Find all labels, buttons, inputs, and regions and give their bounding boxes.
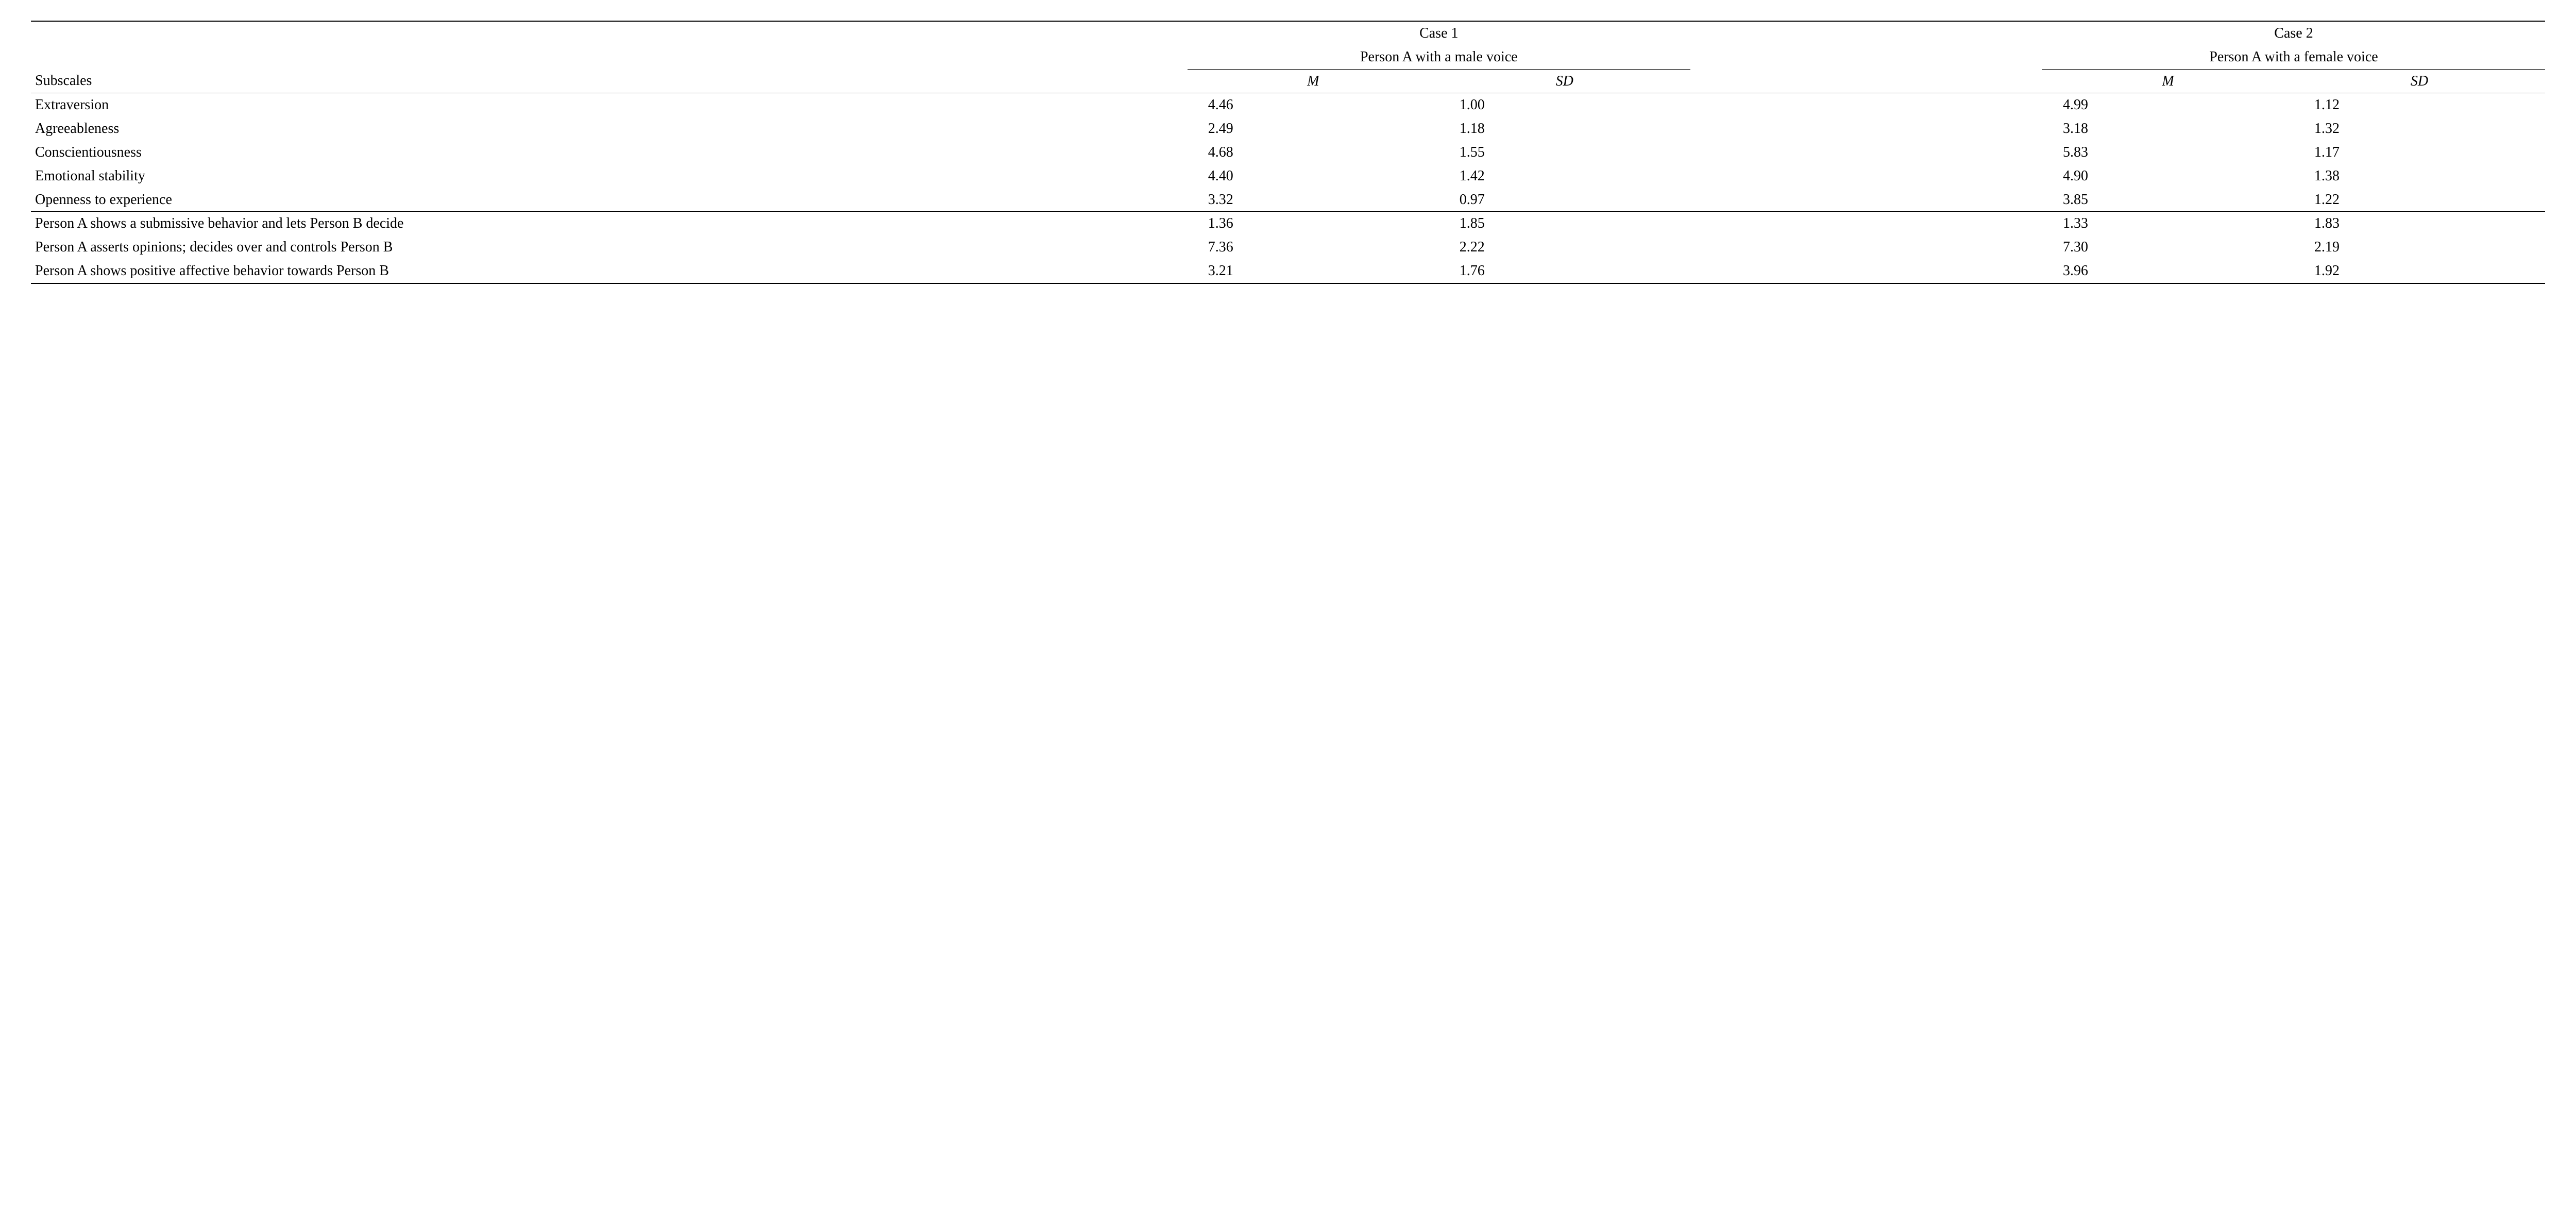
cell-value: 0.97: [1439, 188, 1690, 212]
cell-value: 1.55: [1439, 141, 1690, 164]
cell-value: 1.33: [2042, 212, 2294, 235]
table-row: Conscientiousness 4.68 1.55 5.83 1.17: [31, 141, 2545, 164]
stat-header-row: Subscales M SD M SD: [31, 69, 2545, 93]
table-row: Emotional stability 4.40 1.42 4.90 1.38: [31, 164, 2545, 188]
cell-value: 1.17: [2294, 141, 2545, 164]
table-row: Person A shows a submissive behavior and…: [31, 212, 2545, 235]
group2-sd-label: SD: [2294, 69, 2545, 93]
group1-title-line1: Case 1: [1188, 22, 1690, 45]
cell-value: 1.00: [1439, 93, 1690, 117]
cell-value: 1.18: [1439, 117, 1690, 141]
cell-value: 3.32: [1188, 188, 1439, 212]
group1-sd-label: SD: [1439, 69, 1690, 93]
cell-value: 1.85: [1439, 212, 1690, 235]
cell-value: 3.85: [2042, 188, 2294, 212]
cell-value: 1.12: [2294, 93, 2545, 117]
cell-value: 2.19: [2294, 235, 2545, 259]
stats-table: Case 1 Case 2 Person A with a male voice…: [31, 21, 2545, 284]
cell-value: 1.36: [1188, 212, 1439, 235]
group2-title-line2: Person A with a female voice: [2042, 45, 2545, 69]
row-header-label: Subscales: [31, 69, 1188, 93]
row-label: Emotional stability: [31, 164, 1188, 188]
cell-value: 1.42: [1439, 164, 1690, 188]
column-group-header-line1: Case 1 Case 2: [31, 22, 2545, 45]
cell-value: 3.21: [1188, 259, 1439, 283]
cell-value: 1.92: [2294, 259, 2545, 283]
cell-value: 4.68: [1188, 141, 1439, 164]
table-row: Person A asserts opinions; decides over …: [31, 235, 2545, 259]
cell-value: 7.30: [2042, 235, 2294, 259]
row-label: Person A shows a submissive behavior and…: [31, 212, 1188, 235]
table-row: Person A shows positive affective behavi…: [31, 259, 2545, 283]
table-row: Agreeableness 2.49 1.18 3.18 1.32: [31, 117, 2545, 141]
cell-value: 2.49: [1188, 117, 1439, 141]
row-label: Extraversion: [31, 93, 1188, 117]
row-label: Agreeableness: [31, 117, 1188, 141]
cell-value: 4.40: [1188, 164, 1439, 188]
group1-m-label: M: [1188, 69, 1439, 93]
cell-value: 3.96: [2042, 259, 2294, 283]
column-group-header-line2: Person A with a male voice Person A with…: [31, 45, 2545, 69]
cell-value: 5.83: [2042, 141, 2294, 164]
table-row: Openness to experience 3.32 0.97 3.85 1.…: [31, 188, 2545, 212]
cell-value: 1.22: [2294, 188, 2545, 212]
group1-title-line2: Person A with a male voice: [1188, 45, 1690, 69]
cell-value: 7.36: [1188, 235, 1439, 259]
cell-value: 1.76: [1439, 259, 1690, 283]
row-label: Conscientiousness: [31, 141, 1188, 164]
cell-value: 1.32: [2294, 117, 2545, 141]
cell-value: 1.38: [2294, 164, 2545, 188]
cell-value: 4.46: [1188, 93, 1439, 117]
cell-value: 1.83: [2294, 212, 2545, 235]
cell-value: 2.22: [1439, 235, 1690, 259]
cell-value: 4.90: [2042, 164, 2294, 188]
table-row: Extraversion 4.46 1.00 4.99 1.12: [31, 93, 2545, 117]
group2-title-line1: Case 2: [2042, 22, 2545, 45]
cell-value: 4.99: [2042, 93, 2294, 117]
group2-m-label: M: [2042, 69, 2294, 93]
row-label: Openness to experience: [31, 188, 1188, 212]
row-label: Person A shows positive affective behavi…: [31, 259, 1188, 283]
row-label: Person A asserts opinions; decides over …: [31, 235, 1188, 259]
cell-value: 3.18: [2042, 117, 2294, 141]
